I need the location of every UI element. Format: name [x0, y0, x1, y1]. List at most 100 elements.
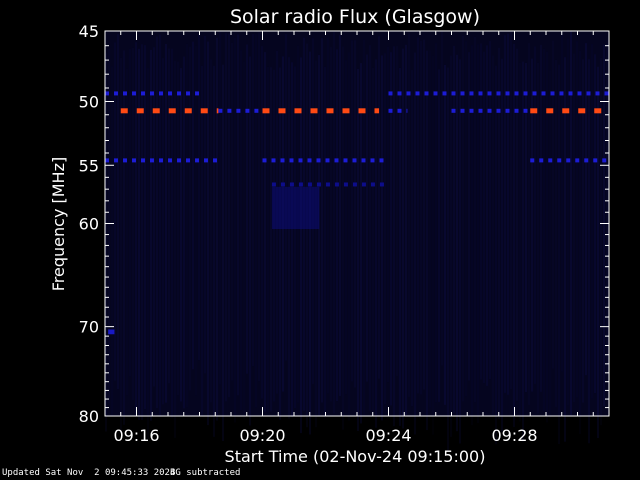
noise-streak [357, 68, 359, 431]
noise-streak [300, 57, 302, 434]
noise-streak [594, 54, 596, 394]
frequency-band-mark [532, 91, 537, 96]
noise-streak [117, 34, 119, 390]
y-axis-label: Frequency [MHz] [49, 157, 68, 291]
frequency-band-mark [530, 108, 538, 114]
noise-streak [339, 35, 341, 396]
noise-streak [207, 41, 209, 426]
frequency-band-mark [159, 91, 163, 96]
noise-streak [486, 45, 488, 386]
frequency-band-mark [433, 91, 438, 96]
noise-streak [531, 58, 533, 392]
frequency-band-mark [141, 158, 145, 163]
noise-streak [132, 47, 134, 400]
noise-streak [402, 48, 404, 429]
noise-streak [366, 54, 368, 382]
noise-streak [210, 59, 212, 403]
noise-streak [519, 62, 521, 422]
noise-streak [540, 44, 542, 392]
noise-streak [600, 57, 602, 426]
frequency-band-mark [271, 158, 276, 163]
noise-streak [258, 32, 260, 382]
frequency-band-mark [262, 108, 270, 114]
noise-streak [450, 55, 452, 437]
noise-streak [150, 49, 152, 421]
frequency-band-mark [397, 91, 402, 96]
frequency-band-mark [195, 91, 199, 96]
noise-streak [330, 47, 332, 402]
frequency-band-mark [602, 158, 607, 163]
noise-streak [579, 50, 581, 435]
x-tick-label: 09:24 [365, 426, 411, 445]
noise-streak [342, 46, 344, 430]
frequency-band-mark [307, 182, 312, 187]
noise-streak [306, 43, 308, 428]
noise-streak [186, 43, 188, 408]
noise-streak [414, 52, 416, 435]
noise-streak [429, 50, 431, 408]
frequency-band-mark [316, 182, 321, 187]
noise-streak [204, 36, 206, 374]
frequency-band-mark [216, 108, 219, 114]
noise-streak [564, 57, 566, 442]
noise-streak [597, 66, 599, 438]
noise-streak [420, 40, 422, 395]
noise-streak [240, 50, 242, 411]
frequency-band-mark [530, 158, 535, 163]
frequency-band-mark [177, 158, 181, 163]
y-tick-label: 45 [79, 22, 99, 41]
frequency-band-mark [150, 91, 154, 96]
frequency-band-mark [184, 108, 192, 114]
frequency-band-mark [523, 91, 528, 96]
frequency-band-mark [586, 91, 591, 96]
noise-streak [510, 31, 512, 389]
noise-streak [153, 47, 155, 387]
background-note: BG subtracted [170, 468, 241, 478]
noise-streak [180, 68, 182, 402]
noise-streak [534, 46, 536, 384]
frequency-band-mark [132, 158, 136, 163]
noise-streak [231, 42, 233, 381]
noise-streak [285, 34, 287, 361]
emission-region [271, 186, 320, 230]
noise-streak [156, 36, 158, 409]
noise-streak [489, 41, 491, 380]
frequency-band-mark [132, 91, 136, 96]
noise-streak [525, 62, 527, 393]
frequency-band-mark [460, 108, 465, 113]
noise-streak [465, 41, 467, 397]
noise-streak [114, 42, 116, 381]
noise-streak [327, 37, 329, 394]
frequency-band-mark [566, 158, 571, 163]
noise-streak [513, 43, 515, 428]
frequency-band-mark [343, 182, 348, 187]
frequency-band-mark [177, 91, 181, 96]
noise-streak [495, 65, 497, 445]
noise-streak [399, 67, 401, 426]
frequency-band-mark [469, 108, 474, 113]
frequency-band-mark [487, 108, 492, 113]
noise-streak [423, 39, 425, 390]
x-tick-label: 09:16 [113, 426, 159, 445]
chart-title: Solar radio Flux (Glasgow) [230, 6, 480, 28]
frequency-band-mark [186, 91, 190, 96]
frequency-band-mark [539, 158, 544, 163]
frequency-band-mark [361, 158, 366, 163]
frequency-band-mark [370, 158, 375, 163]
noise-streak [147, 68, 149, 439]
noise-streak [441, 31, 443, 366]
frequency-band-mark [568, 91, 573, 96]
noise-streak [159, 34, 161, 417]
noise-streak [171, 48, 173, 418]
noise-streak [483, 51, 485, 384]
frequency-band-mark [280, 182, 285, 187]
noise-streak [549, 70, 551, 418]
frequency-band-mark [505, 108, 510, 113]
noise-streak [237, 34, 239, 396]
noise-streak [567, 38, 569, 406]
noise-streak [468, 52, 470, 381]
frequency-band-mark [298, 182, 303, 187]
frequency-band-mark [326, 108, 334, 114]
noise-streak [480, 43, 482, 380]
